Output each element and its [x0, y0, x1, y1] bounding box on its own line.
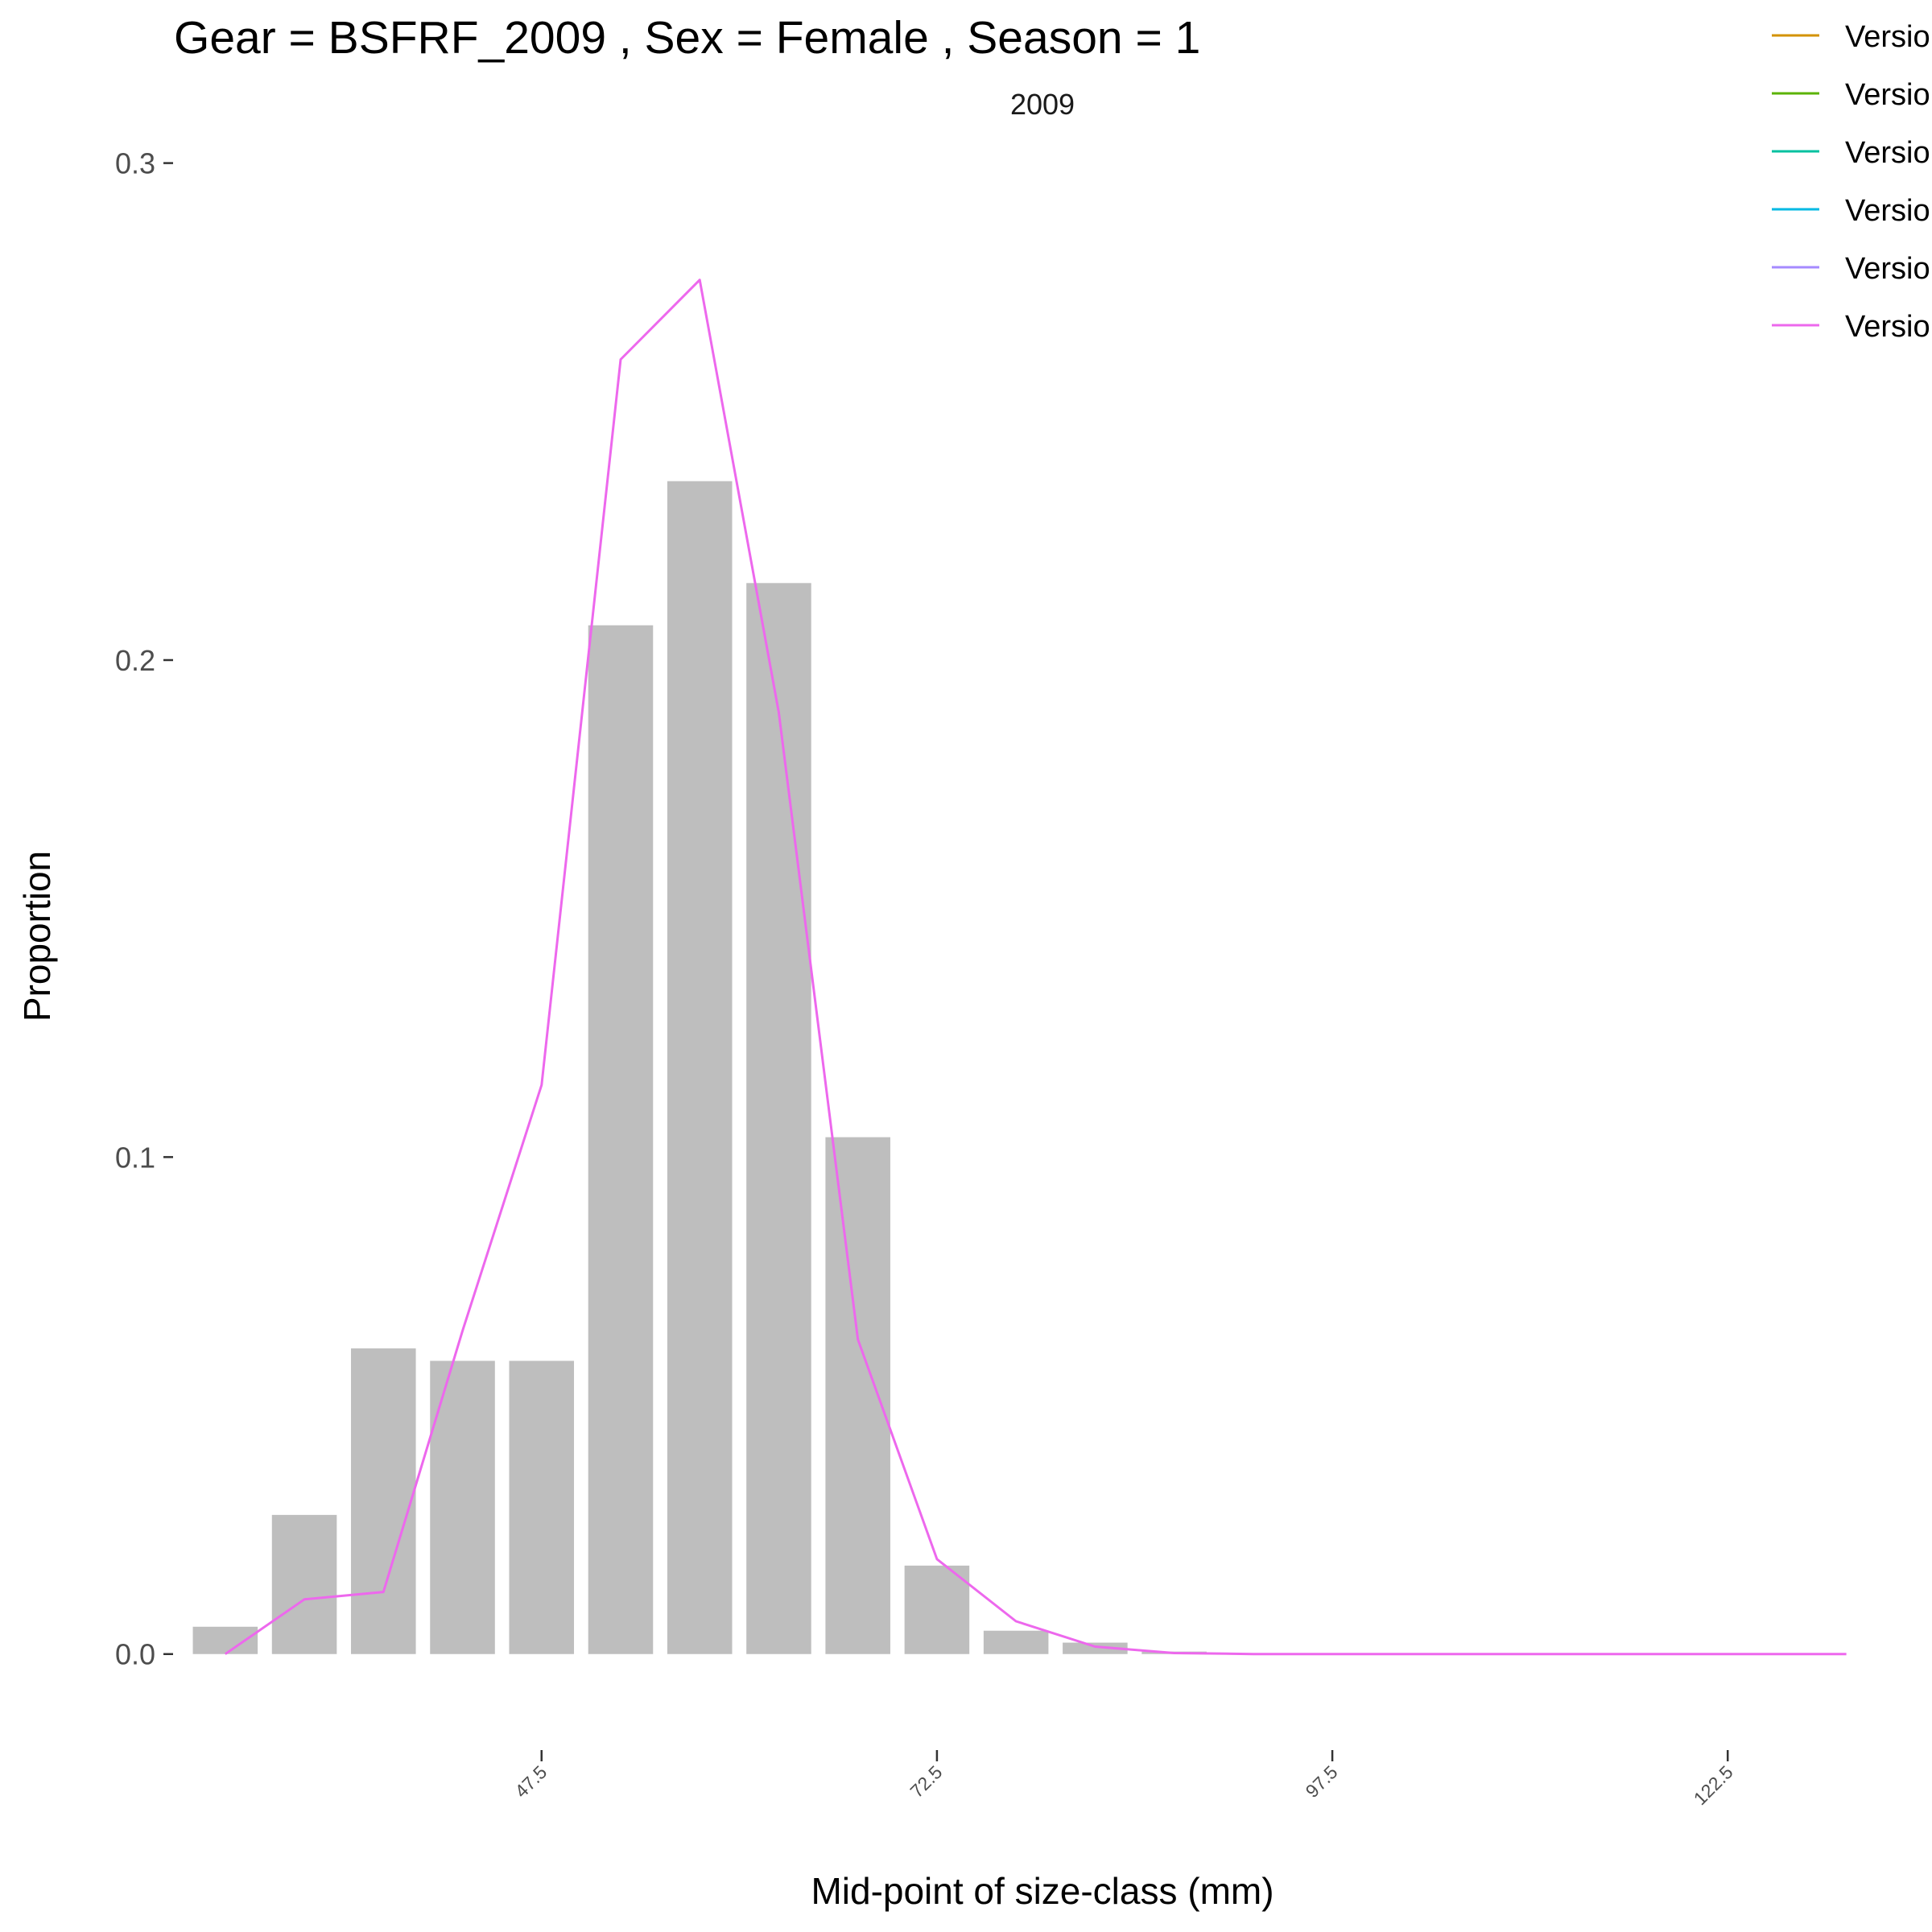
- legend-label: Versio: [1845, 20, 1930, 54]
- legend-label: Versio: [1845, 78, 1930, 112]
- bar: [983, 1630, 1049, 1654]
- series-lines: [224, 279, 1847, 1656]
- legend-label: Versio: [1845, 136, 1930, 170]
- y-axis-title: Proportion: [16, 851, 58, 1022]
- y-tick-label: 0.0: [115, 1638, 155, 1671]
- y-axis: 0.0 0.1 0.2 0.3: [115, 147, 173, 1671]
- bar: [904, 1565, 970, 1654]
- y-tick-label: 0.1: [115, 1141, 155, 1174]
- bar: [746, 583, 811, 1654]
- bar: [351, 1348, 416, 1654]
- legend-label: Versio: [1845, 252, 1930, 286]
- bar: [192, 1626, 258, 1654]
- y-tick-label: 0.2: [115, 644, 155, 677]
- y-tick-label: 0.3: [115, 147, 155, 180]
- bar: [825, 1137, 890, 1654]
- series-line: [224, 279, 1847, 1656]
- legend-label: Versio: [1845, 194, 1930, 228]
- chart-title: Gear = BSFRF_2009 , Sex = Female , Seaso…: [174, 12, 1200, 64]
- bar: [430, 1360, 495, 1654]
- bar: [271, 1514, 337, 1654]
- bar: [509, 1360, 575, 1654]
- bar: [588, 625, 654, 1654]
- legend-label: Versio: [1845, 310, 1930, 344]
- x-axis-title: Mid-point of size-class (mm): [811, 1870, 1274, 1912]
- bar: [667, 481, 733, 1654]
- bar: [1063, 1642, 1128, 1654]
- legend: Versio Versio Versio Versio Versio Versio: [1772, 20, 1930, 344]
- chart-subtitle: 2009: [1010, 88, 1075, 121]
- bars: [192, 481, 1207, 1654]
